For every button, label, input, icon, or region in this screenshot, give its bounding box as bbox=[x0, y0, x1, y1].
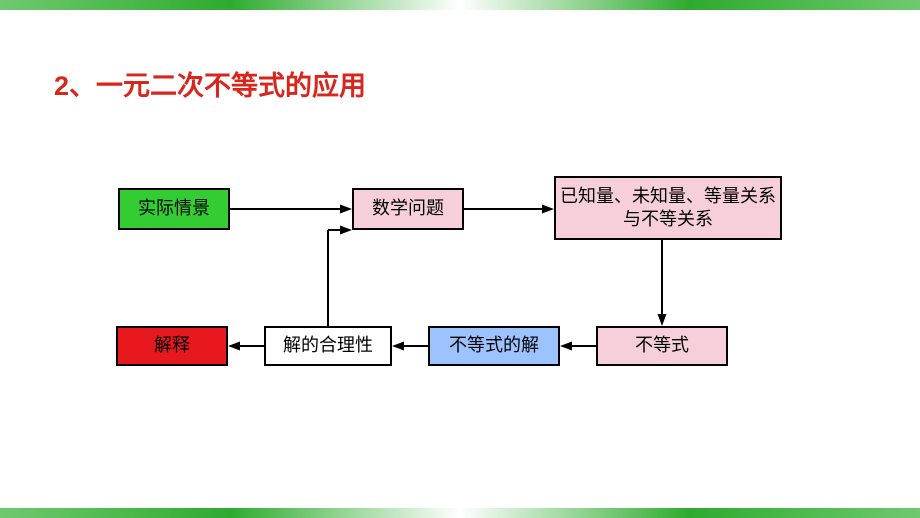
node-solution: 不等式的解 bbox=[428, 326, 560, 366]
node-reason: 解的合理性 bbox=[264, 326, 392, 366]
node-known: 已知量、未知量、等量关系与不等关系 bbox=[554, 176, 782, 240]
top-border bbox=[0, 0, 920, 10]
node-ineq: 不等式 bbox=[596, 326, 728, 366]
page-title: 2、一元二次不等式的应用 bbox=[54, 64, 366, 103]
node-explain: 解释 bbox=[116, 326, 228, 366]
node-scene: 实际情景 bbox=[118, 188, 230, 230]
node-mathproblem: 数学问题 bbox=[352, 188, 464, 230]
bottom-border bbox=[0, 508, 920, 518]
